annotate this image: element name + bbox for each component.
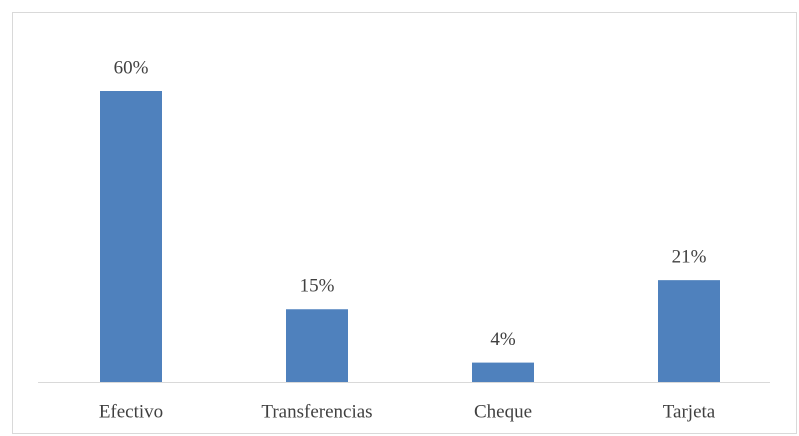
data-label: 15% [300, 276, 335, 297]
x-tick-label: Efectivo [99, 401, 163, 422]
data-label: 4% [490, 329, 516, 350]
bar [100, 91, 162, 382]
data-label: 21% [672, 247, 707, 268]
x-tick-label: Tarjeta [663, 401, 716, 422]
bar [658, 280, 720, 382]
bar [286, 309, 348, 382]
x-tick-label: Transferencias [261, 401, 372, 422]
x-tick-label: Cheque [474, 401, 532, 422]
data-label: 60% [114, 57, 149, 78]
bar [472, 362, 534, 382]
